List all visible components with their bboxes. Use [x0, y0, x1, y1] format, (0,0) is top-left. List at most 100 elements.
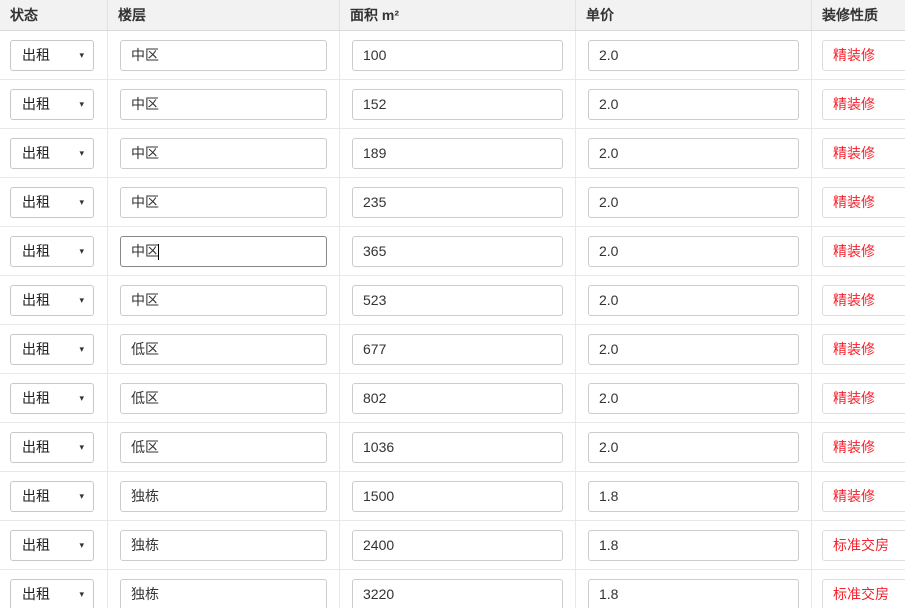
status-cell: 出租 ▾ [0, 374, 108, 422]
status-select[interactable]: 出租 ▾ [10, 88, 94, 120]
status-select-value: 出租 [22, 488, 50, 504]
decoration-field[interactable]: 精装修 [822, 39, 905, 71]
price-cell [576, 276, 812, 324]
table-header-row: 状态 楼层 面积 m² 单价 装修性质 [0, 0, 905, 31]
floor-input[interactable] [120, 137, 327, 169]
area-cell [340, 31, 576, 79]
price-cell [576, 521, 812, 569]
area-cell [340, 129, 576, 177]
status-select[interactable]: 出租 ▾ [10, 578, 94, 608]
floor-input[interactable] [120, 88, 327, 120]
floor-cell [108, 521, 340, 569]
price-input[interactable] [588, 39, 799, 71]
area-input[interactable] [352, 39, 563, 71]
chevron-down-icon: ▾ [79, 490, 84, 501]
area-input[interactable] [352, 88, 563, 120]
status-cell: 出租 ▾ [0, 80, 108, 128]
column-header-status: 状态 [0, 0, 108, 30]
chevron-down-icon: ▾ [79, 49, 84, 60]
table-row: 出租 ▾ 标准交房 [0, 570, 905, 608]
area-cell [340, 325, 576, 373]
status-select[interactable]: 出租 ▾ [10, 235, 94, 267]
floor-input[interactable] [120, 235, 327, 267]
floor-input[interactable] [120, 333, 327, 365]
status-select[interactable]: 出租 ▾ [10, 186, 94, 218]
status-select-value: 出租 [22, 439, 50, 455]
area-input[interactable] [352, 186, 563, 218]
column-header-floor: 楼层 [108, 0, 340, 30]
table-row: 出租 ▾ 精装修 [0, 227, 905, 276]
status-cell: 出租 ▾ [0, 570, 108, 608]
floor-input[interactable] [120, 529, 327, 561]
price-input[interactable] [588, 431, 799, 463]
status-select-value: 出租 [22, 586, 50, 602]
status-select-value: 出租 [22, 341, 50, 357]
area-input[interactable] [352, 235, 563, 267]
area-input[interactable] [352, 480, 563, 512]
area-input[interactable] [352, 137, 563, 169]
decoration-field[interactable]: 标准交房 [822, 578, 905, 608]
chevron-down-icon: ▾ [79, 343, 84, 354]
table-row: 出租 ▾ 精装修 [0, 423, 905, 472]
area-input[interactable] [352, 382, 563, 414]
price-input[interactable] [588, 88, 799, 120]
price-cell [576, 374, 812, 422]
price-input[interactable] [588, 578, 799, 608]
decoration-field[interactable]: 精装修 [822, 284, 905, 316]
floor-cell [108, 227, 340, 275]
price-input[interactable] [588, 382, 799, 414]
area-input[interactable] [352, 284, 563, 316]
area-input[interactable] [352, 431, 563, 463]
price-input[interactable] [588, 186, 799, 218]
status-cell: 出租 ▾ [0, 227, 108, 275]
decoration-field[interactable]: 精装修 [822, 186, 905, 218]
status-select[interactable]: 出租 ▾ [10, 529, 94, 561]
floor-cell [108, 276, 340, 324]
floor-input[interactable] [120, 382, 327, 414]
chevron-down-icon: ▾ [79, 441, 84, 452]
floor-input[interactable] [120, 431, 327, 463]
price-input[interactable] [588, 480, 799, 512]
area-cell [340, 472, 576, 520]
decoration-field[interactable]: 精装修 [822, 235, 905, 267]
chevron-down-icon: ▾ [79, 147, 84, 158]
floor-input[interactable] [120, 186, 327, 218]
status-select[interactable]: 出租 ▾ [10, 431, 94, 463]
floor-cell [108, 129, 340, 177]
column-header-decoration: 装修性质 [822, 7, 878, 23]
status-select[interactable]: 出租 ▾ [10, 284, 94, 316]
price-input[interactable] [588, 137, 799, 169]
status-select[interactable]: 出租 ▾ [10, 333, 94, 365]
area-input[interactable] [352, 578, 563, 608]
status-select[interactable]: 出租 ▾ [10, 480, 94, 512]
price-input[interactable] [588, 235, 799, 267]
chevron-down-icon: ▾ [79, 196, 84, 207]
floor-input[interactable] [120, 39, 327, 71]
status-select[interactable]: 出租 ▾ [10, 137, 94, 169]
status-cell: 出租 ▾ [0, 276, 108, 324]
status-select-value: 出租 [22, 243, 50, 259]
decoration-field[interactable]: 精装修 [822, 88, 905, 120]
price-input[interactable] [588, 529, 799, 561]
price-input[interactable] [588, 333, 799, 365]
decoration-field[interactable]: 标准交房 [822, 529, 905, 561]
decoration-field[interactable]: 精装修 [822, 431, 905, 463]
area-input[interactable] [352, 333, 563, 365]
decoration-field[interactable]: 精装修 [822, 333, 905, 365]
decoration-cell: 标准交房 [812, 570, 905, 608]
status-select[interactable]: 出租 ▾ [10, 39, 94, 71]
decoration-field[interactable]: 精装修 [822, 382, 905, 414]
status-select[interactable]: 出租 ▾ [10, 382, 94, 414]
floor-input[interactable] [120, 578, 327, 608]
area-input[interactable] [352, 529, 563, 561]
floor-cell [108, 374, 340, 422]
floor-input[interactable] [120, 480, 327, 512]
text-cursor [158, 243, 159, 260]
floor-input[interactable] [120, 284, 327, 316]
decoration-field[interactable]: 精装修 [822, 480, 905, 512]
decoration-field[interactable]: 精装修 [822, 137, 905, 169]
column-header-area: 面积 m² [340, 0, 576, 30]
decoration-cell: 精装修 [812, 31, 905, 79]
area-cell [340, 570, 576, 608]
price-input[interactable] [588, 284, 799, 316]
